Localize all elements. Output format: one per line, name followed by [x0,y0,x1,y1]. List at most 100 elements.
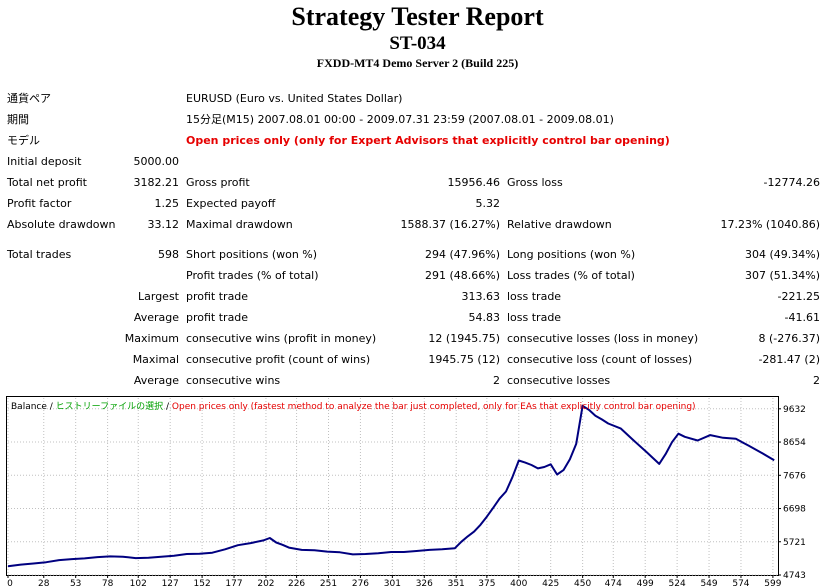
gross-loss-value: -12774.26 [763,176,820,189]
max-consec-losses-label: consecutive losses (loss in money) [507,332,699,345]
largest-loss-value: -221.25 [777,290,820,303]
balance-line [7,404,775,568]
report-subtitle: ST-034 [389,33,446,54]
maximal-drawdown-value: 1588.37 (16.27%) [400,218,500,231]
x-tick-label: 0 [7,579,13,588]
absolute-drawdown-label: Absolute drawdown [7,218,116,231]
loss-trades-value: 307 (51.34%) [744,269,820,282]
y-tick-label: 6698 [783,505,806,515]
gross-profit-label: Gross profit [186,176,250,189]
y-axis-ticks: 4743 5721 6698 7676 8654 9632 [778,405,806,581]
legend-sep-2: / [163,402,172,412]
x-tick-label: 226 [288,579,305,588]
long-positions-label: Long positions (won %) [507,248,636,261]
maximal-consec-profit-value: 1945.75 (12) [428,353,500,366]
legend-balance: Balance [11,402,47,412]
profit-trades-value: 291 (48.66%) [424,269,500,282]
total-net-profit-label: Total net profit [7,176,87,189]
short-positions-label: Short positions (won %) [186,248,318,261]
gross-loss-label: Gross loss [507,176,563,189]
report-title: Strategy Tester Report [291,2,544,31]
x-tick-label: 375 [478,579,495,588]
y-tick-label: 8654 [783,438,806,448]
x-tick-label: 599 [764,579,781,588]
largest-loss-label: loss trade [507,290,562,303]
average-profit-label: profit trade [186,311,249,324]
expected-payoff-value: 5.32 [475,197,501,210]
x-tick-label: 127 [162,579,179,588]
period-value: 15分足(M15) 2007.08.01 00:00 - 2009.07.31 … [186,113,614,126]
y-tick-label: 4743 [783,571,806,581]
y-tick-label: 5721 [783,538,806,548]
expected-payoff-label: Expected payoff [186,197,276,210]
x-tick-label: 474 [605,579,622,588]
avg-consec-losses-value: 2 [813,374,820,387]
relative-drawdown-label: Relative drawdown [507,218,612,231]
maximal-label: Maximal [132,353,179,366]
largest-label: Largest [138,290,179,303]
initial-deposit-value: 5000.00 [133,155,180,168]
total-trades-value: 598 [158,248,179,261]
maximal-consec-loss-label: consecutive loss (count of losses) [507,353,693,366]
x-tick-label: 301 [384,579,401,588]
x-tick-label: 177 [225,579,242,588]
period-label: 期間 [7,113,29,126]
x-tick-label: 53 [70,579,81,588]
initial-deposit-label: Initial deposit [7,155,82,168]
average-loss-label: loss trade [507,311,562,324]
gross-profit-value: 15956.46 [447,176,501,189]
x-axis-ticks: 0 28 53 78 102 127 152 177 202 226 251 276 301 326 351… [7,575,782,588]
x-tick-label: 276 [352,579,369,588]
x-tick-label: 425 [542,579,559,588]
avg-consec-wins-label: consecutive wins [186,374,281,387]
x-tick-label: 326 [416,579,433,588]
symbol-value: EURUSD (Euro vs. United States Dollar) [186,92,403,105]
x-tick-label: 351 [448,579,465,588]
symbol-label: 通貨ペア [7,92,51,105]
average-label: Average [133,311,179,324]
chart-legend: Balance / ヒストリーファイルの選択 / Open prices onl… [11,400,696,412]
total-net-profit-value: 3182.21 [133,176,180,189]
max-consec-losses-value: 8 (-276.37) [758,332,820,345]
report-server: FXDD-MT4 Demo Server 2 (Build 225) [316,56,519,70]
total-trades-label: Total trades [7,248,72,261]
y-tick-label: 9632 [783,405,806,415]
model-value: Open prices only (only for Expert Adviso… [186,134,670,147]
x-tick-label: 202 [257,579,274,588]
largest-profit-value: 313.63 [461,290,501,303]
x-tick-label: 400 [510,579,527,588]
x-tick-label: 549 [700,579,717,588]
x-tick-label: 102 [130,579,147,588]
chart-grid [7,398,778,576]
x-tick-label: 152 [194,579,211,588]
average-loss-value: -41.61 [784,311,820,324]
max-consec-wins-value: 12 (1945.75) [428,332,500,345]
loss-trades-label: Loss trades (% of total) [507,269,635,282]
profit-factor-value: 1.25 [154,197,180,210]
x-tick-label: 78 [102,579,114,588]
x-tick-label: 28 [38,579,50,588]
average2-label: Average [133,374,179,387]
maximal-consec-loss-value: -281.47 (2) [758,353,820,366]
avg-consec-losses-label: consecutive losses [507,374,611,387]
maximal-drawdown-label: Maximal drawdown [186,218,293,231]
legend-history: ヒストリーファイルの選択 [56,400,163,412]
avg-consec-wins-value: 2 [493,374,500,387]
profit-factor-label: Profit factor [7,197,72,210]
x-tick-label: 524 [669,579,686,588]
x-tick-label: 450 [574,579,591,588]
maximum-label: Maximum [124,332,179,345]
x-tick-label: 499 [637,579,654,588]
average-profit-value: 54.83 [468,311,501,324]
legend-model: Open prices only (fastest method to anal… [172,402,696,412]
y-tick-label: 7676 [783,471,806,481]
x-tick-label: 251 [320,579,337,588]
x-tick-label: 574 [732,579,749,588]
long-positions-value: 304 (49.34%) [744,248,820,261]
legend-sep-1: / [47,402,56,412]
profit-trades-label: Profit trades (% of total) [186,269,319,282]
relative-drawdown-value: 17.23% (1040.86) [720,218,820,231]
maximal-consec-profit-label: consecutive profit (count of wins) [186,353,371,366]
largest-profit-label: profit trade [186,290,249,303]
